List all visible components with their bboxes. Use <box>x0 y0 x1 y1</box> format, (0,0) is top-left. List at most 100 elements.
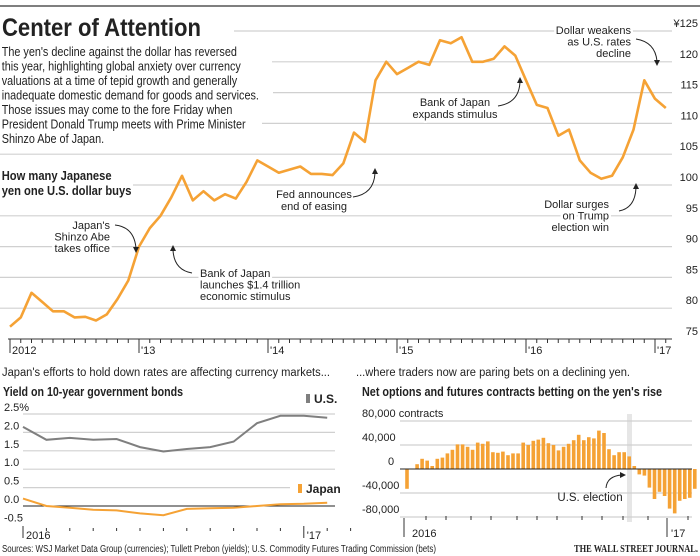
bar <box>470 449 475 469</box>
bar <box>561 446 566 469</box>
y-tick-label: 40,000 <box>362 432 396 444</box>
legend-swatch-us <box>306 394 310 403</box>
x-tick-label: '13 <box>141 345 155 357</box>
y-tick-label: 95 <box>686 203 698 215</box>
bar <box>435 458 440 469</box>
y-tick-label: 2.0 <box>4 420 19 432</box>
japan-yield-line <box>22 497 328 517</box>
annotation-fed-easing: Fed announces end of easing <box>274 168 378 216</box>
arrow-icon <box>497 81 521 107</box>
annotation-line: Bank of Japan <box>200 268 270 280</box>
bar <box>551 445 556 469</box>
intro-line: President Donald Trump meets with Prime … <box>2 118 246 132</box>
bar <box>642 469 647 476</box>
bar <box>627 456 631 469</box>
bar <box>450 449 455 469</box>
yen-series-line <box>9 35 667 328</box>
arrow-icon <box>635 38 658 62</box>
bar <box>592 438 596 469</box>
annotation-line: launches $1.4 trillion <box>200 280 300 292</box>
annotation-line: U.S. election <box>557 492 622 504</box>
legend-label-japan: Japan <box>306 482 341 496</box>
bar <box>587 437 591 469</box>
bar <box>455 444 460 469</box>
bar <box>637 469 642 475</box>
bar <box>571 440 576 469</box>
bar <box>445 453 450 469</box>
y-tick-label: -40,000 <box>362 480 399 492</box>
bar <box>531 440 536 469</box>
bar <box>582 440 586 469</box>
arrowhead-icon <box>620 472 626 478</box>
main-chart-title: How many Japanese yen one U.S. dollar bu… <box>0 166 134 201</box>
arrowhead-icon <box>654 60 660 66</box>
bar <box>430 466 434 469</box>
bar <box>576 434 581 469</box>
main-chart-title-line: yen one U.S. dollar buys <box>2 183 132 198</box>
y-tick-label: -0.5 <box>4 512 23 524</box>
x-tick-label: '14 <box>270 345 284 357</box>
annotation-us-election: U.S. election <box>557 472 626 504</box>
bar <box>677 469 682 501</box>
bets-chart-x-axis: 2016 '17 <box>400 468 692 540</box>
bar <box>566 443 571 469</box>
x-tick-label: '15 <box>399 345 413 357</box>
bar <box>683 469 687 499</box>
bets-chart-title: Net options and futures contracts bettin… <box>362 385 662 399</box>
intro-paragraph: The yen's decline against the dollar has… <box>0 43 261 149</box>
y-tick-label: 105 <box>680 141 698 153</box>
y-tick-label: 120 <box>680 49 698 61</box>
bar <box>521 442 525 469</box>
y-tick-label: 0 <box>388 456 394 468</box>
bar <box>511 453 515 469</box>
y-tick-label: 100 <box>680 172 698 184</box>
bar <box>501 451 505 469</box>
wsj-logo: THE WALL STREET JOURNAL. <box>574 544 698 555</box>
bar <box>526 445 530 469</box>
annotation-boj-launches: Bank of Japan launches $1.4 trillion eco… <box>170 245 303 306</box>
bar <box>480 443 485 469</box>
intro-line: valuations at a time of tepid growth and… <box>2 74 238 88</box>
bar <box>415 464 419 469</box>
main-chart-annotations: Dollar weakens as U.S. rates decline Ban… <box>52 23 660 306</box>
y-tick-label: 115 <box>680 80 698 92</box>
main-chart-x-axis: 2012 '13 '14 '15 '16 '17 <box>8 338 672 357</box>
arrow-icon <box>114 224 137 249</box>
annotation-line: Shinzo Abe <box>54 232 110 244</box>
bar <box>688 469 692 498</box>
bar <box>652 469 657 499</box>
arrow-icon <box>605 474 623 489</box>
legend-japan: Japan <box>298 482 341 496</box>
x-tick-label: '17 <box>657 345 671 357</box>
us-yield-line <box>22 414 328 453</box>
bar <box>496 452 500 469</box>
bar <box>602 433 606 469</box>
y-tick-label: -80,000 <box>362 504 399 516</box>
annotation-line: takes office <box>55 243 110 255</box>
x-tick-label: 2016 <box>412 528 436 540</box>
bar <box>647 469 652 488</box>
intro-line: The yen's decline against the dollar has… <box>2 45 237 59</box>
y-tick-label: ¥125 <box>673 18 698 30</box>
intro-line: Shinzo Abe of Japan. <box>2 132 104 146</box>
intro-line: this year, highlighting global anxiety o… <box>2 60 241 74</box>
bar <box>672 469 677 514</box>
bar <box>460 444 465 469</box>
bar <box>405 469 409 489</box>
bar <box>622 452 626 469</box>
yield-chart-x-axis: 2016 '17 <box>22 526 352 542</box>
y-tick-label: 1.5 <box>4 439 19 451</box>
bets-chart-gridlines: 80,000 contracts 40,000 0 -40,000 -80,000 <box>362 408 692 518</box>
bar <box>556 450 561 469</box>
arrowhead-icon <box>170 245 176 251</box>
x-tick-label: 2016 <box>26 530 50 542</box>
annotation-line: as U.S. rates <box>567 37 631 49</box>
y-tick-label: 110 <box>680 110 698 122</box>
bar <box>693 469 697 489</box>
annotation-line: on Trump <box>563 211 609 223</box>
bar <box>506 455 510 469</box>
legend-us: U.S. <box>306 392 337 406</box>
x-tick-label: '16 <box>528 345 542 357</box>
bar <box>612 455 616 469</box>
